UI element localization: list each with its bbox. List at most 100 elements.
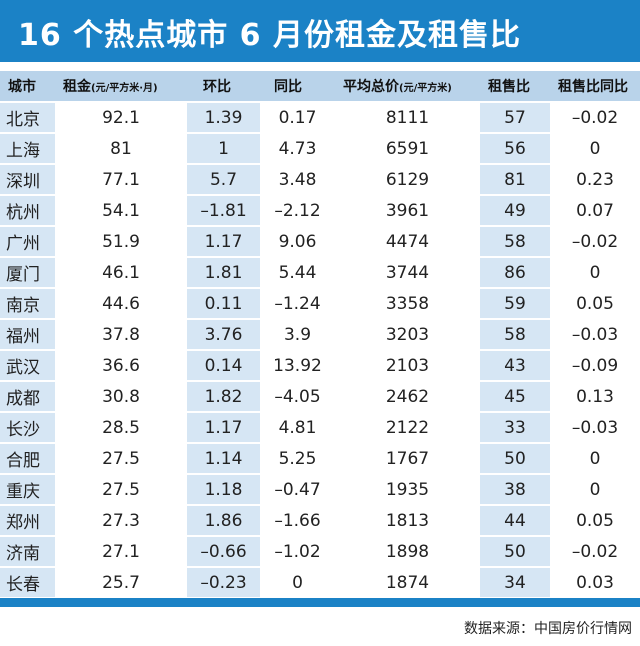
cell-avg-price: 6129 <box>335 165 480 196</box>
header-row: 城市 租金(元/平方米·月) 环比 同比 平均总价(元/平方米) 租售比 租售比… <box>0 71 640 103</box>
cell-ratio-yoy: 0.03 <box>550 568 640 599</box>
cell-yoy: 5.25 <box>260 444 335 475</box>
cell-ratio-yoy: 0.23 <box>550 165 640 196</box>
cell-avg-price: 1874 <box>335 568 480 599</box>
cell-ratio-yoy: –0.02 <box>550 227 640 258</box>
cell-mom: 5.7 <box>187 165 260 196</box>
cell-yoy: –1.02 <box>260 537 335 568</box>
cell-avg-price: 3203 <box>335 320 480 351</box>
cell-rent-sale-ratio: 45 <box>480 382 550 413</box>
cell-yoy: 0.17 <box>260 103 335 134</box>
cell-rent: 27.3 <box>55 506 187 537</box>
cell-rent: 44.6 <box>55 289 187 320</box>
cell-rent-sale-ratio: 57 <box>480 103 550 134</box>
cell-yoy: –2.12 <box>260 196 335 227</box>
cell-city: 福州 <box>0 320 55 351</box>
table-row: 郑州 27.3 1.86 –1.66 1813 44 0.05 <box>0 506 640 537</box>
cell-mom: 1.17 <box>187 413 260 444</box>
cell-mom: 3.76 <box>187 320 260 351</box>
cell-ratio-yoy: 0 <box>550 134 640 165</box>
cell-rent: 27.5 <box>55 475 187 506</box>
cell-rent-sale-ratio: 38 <box>480 475 550 506</box>
page-title: 16 个热点城市 6 月份租金及租售比 <box>18 18 521 53</box>
cell-rent-sale-ratio: 59 <box>480 289 550 320</box>
bottom-bar <box>0 598 640 607</box>
cell-rent-sale-ratio: 33 <box>480 413 550 444</box>
cell-yoy: 0 <box>260 568 335 599</box>
col-header-yoy: 同比 <box>260 71 335 103</box>
cell-mom: 1.39 <box>187 103 260 134</box>
cell-ratio-yoy: –0.03 <box>550 320 640 351</box>
cell-city: 长春 <box>0 568 55 599</box>
cell-avg-price: 1898 <box>335 537 480 568</box>
cell-city: 郑州 <box>0 506 55 537</box>
source-note: 数据来源：中国房价行情网 <box>464 621 632 637</box>
table-row: 成都 30.8 1.82 –4.05 2462 45 0.13 <box>0 382 640 413</box>
cell-avg-price: 8111 <box>335 103 480 134</box>
table-row: 合肥 27.5 1.14 5.25 1767 50 0 <box>0 444 640 475</box>
cell-rent: 92.1 <box>55 103 187 134</box>
cell-rent-sale-ratio: 49 <box>480 196 550 227</box>
cell-rent-sale-ratio: 43 <box>480 351 550 382</box>
cell-mom: 0.11 <box>187 289 260 320</box>
cell-rent: 81 <box>55 134 187 165</box>
cell-city: 杭州 <box>0 196 55 227</box>
cell-rent: 36.6 <box>55 351 187 382</box>
cell-mom: 1 <box>187 134 260 165</box>
cell-rent: 27.5 <box>55 444 187 475</box>
col-header-avg-price-label: 平均总价 <box>343 79 399 95</box>
col-header-rent: 租金(元/平方米·月) <box>55 71 187 103</box>
cell-yoy: 4.81 <box>260 413 335 444</box>
cell-ratio-yoy: 0.13 <box>550 382 640 413</box>
cell-rent: 46.1 <box>55 258 187 289</box>
cell-ratio-yoy: –0.02 <box>550 537 640 568</box>
cell-yoy: 3.48 <box>260 165 335 196</box>
cell-rent-sale-ratio: 34 <box>480 568 550 599</box>
table-row: 深圳 77.1 5.7 3.48 6129 81 0.23 <box>0 165 640 196</box>
title-banner: 16 个热点城市 6 月份租金及租售比 <box>0 0 640 62</box>
cell-city: 济南 <box>0 537 55 568</box>
cell-city: 北京 <box>0 103 55 134</box>
table-body: 北京 92.1 1.39 0.17 8111 57 –0.02 上海 81 1 4.73 6591 56… <box>0 103 640 599</box>
cell-city: 长沙 <box>0 413 55 444</box>
cell-rent-sale-ratio: 86 <box>480 258 550 289</box>
table-row: 武汉 36.6 0.14 13.92 2103 43 –0.09 <box>0 351 640 382</box>
col-header-city: 城市 <box>0 71 55 103</box>
cell-rent-sale-ratio: 44 <box>480 506 550 537</box>
cell-city: 成都 <box>0 382 55 413</box>
cell-city: 合肥 <box>0 444 55 475</box>
table-row: 济南 27.1 –0.66 –1.02 1898 50 –0.02 <box>0 537 640 568</box>
table-row: 广州 51.9 1.17 9.06 4474 58 –0.02 <box>0 227 640 258</box>
cell-rent: 25.7 <box>55 568 187 599</box>
col-header-avg-price-unit: (元/平方米) <box>399 83 452 94</box>
cell-ratio-yoy: 0.05 <box>550 506 640 537</box>
cell-yoy: 5.44 <box>260 258 335 289</box>
cell-avg-price: 3358 <box>335 289 480 320</box>
table-row: 福州 37.8 3.76 3.9 3203 58 –0.03 <box>0 320 640 351</box>
col-header-rent-sale-ratio: 租售比 <box>480 71 550 103</box>
cell-ratio-yoy: 0 <box>550 475 640 506</box>
cell-yoy: 9.06 <box>260 227 335 258</box>
cell-avg-price: 1935 <box>335 475 480 506</box>
cell-ratio-yoy: –0.09 <box>550 351 640 382</box>
table-row: 重庆 27.5 1.18 –0.47 1935 38 0 <box>0 475 640 506</box>
table-row: 厦门 46.1 1.81 5.44 3744 86 0 <box>0 258 640 289</box>
cell-rent: 37.8 <box>55 320 187 351</box>
cell-avg-price: 1813 <box>335 506 480 537</box>
cell-mom: –0.23 <box>187 568 260 599</box>
cell-city: 南京 <box>0 289 55 320</box>
cell-mom: 0.14 <box>187 351 260 382</box>
cell-city: 广州 <box>0 227 55 258</box>
cell-city: 厦门 <box>0 258 55 289</box>
table-row: 南京 44.6 0.11 –1.24 3358 59 0.05 <box>0 289 640 320</box>
cell-ratio-yoy: 0.05 <box>550 289 640 320</box>
cell-mom: –1.81 <box>187 196 260 227</box>
cell-yoy: –4.05 <box>260 382 335 413</box>
cell-ratio-yoy: –0.03 <box>550 413 640 444</box>
cell-mom: 1.86 <box>187 506 260 537</box>
cell-rent-sale-ratio: 50 <box>480 444 550 475</box>
cell-rent: 30.8 <box>55 382 187 413</box>
cell-avg-price: 1767 <box>335 444 480 475</box>
cell-avg-price: 3744 <box>335 258 480 289</box>
cell-rent: 54.1 <box>55 196 187 227</box>
